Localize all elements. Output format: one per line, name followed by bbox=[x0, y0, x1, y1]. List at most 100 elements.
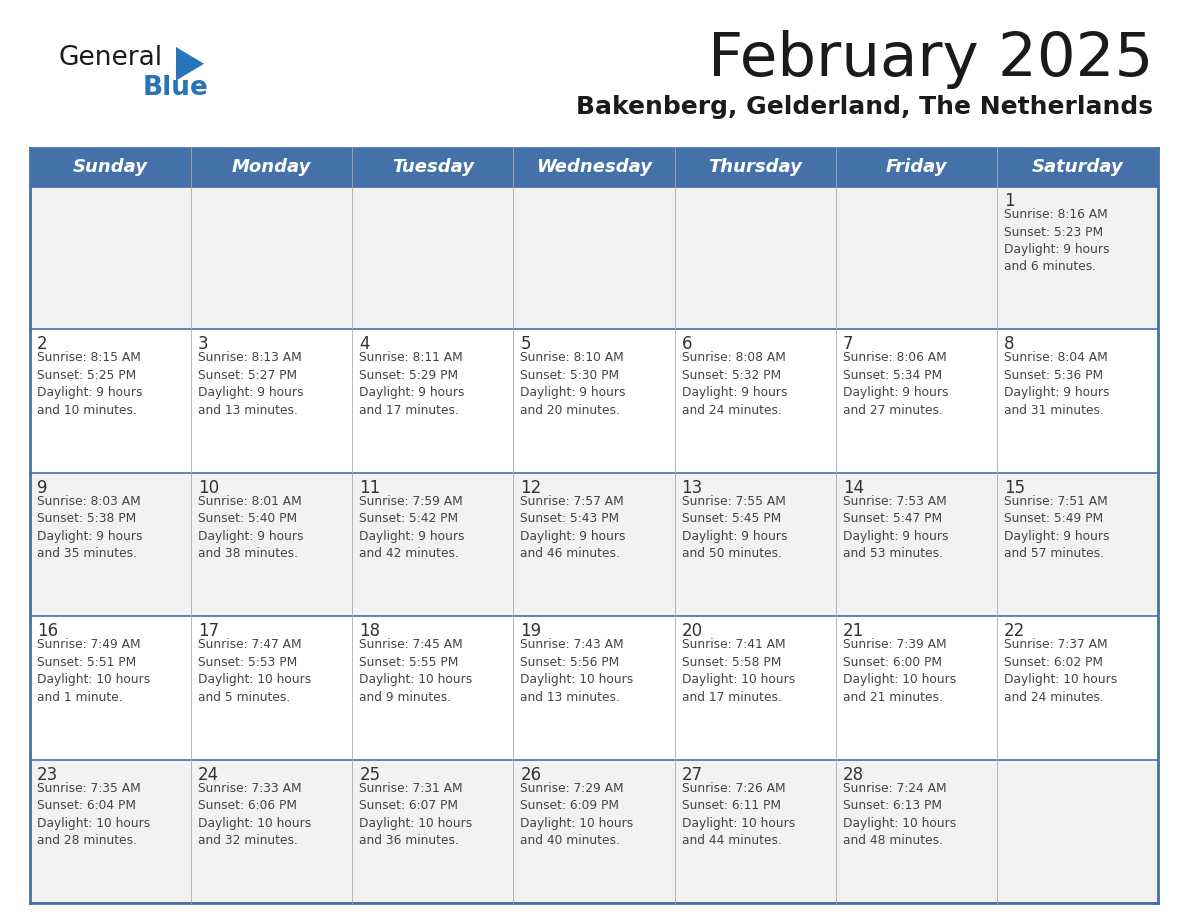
Text: 8: 8 bbox=[1004, 335, 1015, 353]
Bar bbox=[997, 330, 1158, 473]
Text: 22: 22 bbox=[1004, 622, 1025, 640]
Text: Sunrise: 7:47 AM
Sunset: 5:53 PM
Daylight: 10 hours
and 5 minutes.: Sunrise: 7:47 AM Sunset: 5:53 PM Dayligh… bbox=[198, 638, 311, 704]
Text: 7: 7 bbox=[842, 335, 853, 353]
Text: Sunrise: 7:55 AM
Sunset: 5:45 PM
Daylight: 9 hours
and 50 minutes.: Sunrise: 7:55 AM Sunset: 5:45 PM Dayligh… bbox=[682, 495, 788, 560]
Text: Sunrise: 7:24 AM
Sunset: 6:13 PM
Daylight: 10 hours
and 48 minutes.: Sunrise: 7:24 AM Sunset: 6:13 PM Dayligh… bbox=[842, 781, 956, 847]
Bar bbox=[30, 148, 1158, 186]
Bar bbox=[997, 616, 1158, 759]
Text: Sunrise: 7:43 AM
Sunset: 5:56 PM
Daylight: 10 hours
and 13 minutes.: Sunrise: 7:43 AM Sunset: 5:56 PM Dayligh… bbox=[520, 638, 633, 704]
Text: 2: 2 bbox=[37, 335, 48, 353]
Polygon shape bbox=[176, 47, 204, 81]
Text: 20: 20 bbox=[682, 622, 702, 640]
Bar bbox=[997, 473, 1158, 616]
Bar bbox=[191, 616, 353, 759]
Text: 25: 25 bbox=[359, 766, 380, 784]
Text: Monday: Monday bbox=[232, 158, 311, 176]
Text: Sunrise: 7:26 AM
Sunset: 6:11 PM
Daylight: 10 hours
and 44 minutes.: Sunrise: 7:26 AM Sunset: 6:11 PM Dayligh… bbox=[682, 781, 795, 847]
Bar bbox=[513, 473, 675, 616]
Text: Sunrise: 7:35 AM
Sunset: 6:04 PM
Daylight: 10 hours
and 28 minutes.: Sunrise: 7:35 AM Sunset: 6:04 PM Dayligh… bbox=[37, 781, 150, 847]
Text: 3: 3 bbox=[198, 335, 209, 353]
Text: Sunrise: 7:57 AM
Sunset: 5:43 PM
Daylight: 9 hours
and 46 minutes.: Sunrise: 7:57 AM Sunset: 5:43 PM Dayligh… bbox=[520, 495, 626, 560]
Text: 16: 16 bbox=[37, 622, 58, 640]
Text: 11: 11 bbox=[359, 479, 380, 497]
Text: Sunrise: 7:29 AM
Sunset: 6:09 PM
Daylight: 10 hours
and 40 minutes.: Sunrise: 7:29 AM Sunset: 6:09 PM Dayligh… bbox=[520, 781, 633, 847]
Bar bbox=[835, 186, 997, 330]
Bar bbox=[191, 186, 353, 330]
Bar bbox=[353, 330, 513, 473]
Bar bbox=[353, 186, 513, 330]
Text: Sunrise: 7:39 AM
Sunset: 6:00 PM
Daylight: 10 hours
and 21 minutes.: Sunrise: 7:39 AM Sunset: 6:00 PM Dayligh… bbox=[842, 638, 956, 704]
Bar bbox=[353, 759, 513, 903]
Text: Sunrise: 8:03 AM
Sunset: 5:38 PM
Daylight: 9 hours
and 35 minutes.: Sunrise: 8:03 AM Sunset: 5:38 PM Dayligh… bbox=[37, 495, 143, 560]
Text: Saturday: Saturday bbox=[1031, 158, 1124, 176]
Text: 23: 23 bbox=[37, 766, 58, 784]
Text: Sunrise: 8:13 AM
Sunset: 5:27 PM
Daylight: 9 hours
and 13 minutes.: Sunrise: 8:13 AM Sunset: 5:27 PM Dayligh… bbox=[198, 352, 304, 417]
Bar bbox=[353, 616, 513, 759]
Text: February 2025: February 2025 bbox=[708, 30, 1154, 89]
Bar bbox=[675, 759, 835, 903]
Text: Sunday: Sunday bbox=[74, 158, 148, 176]
Text: 6: 6 bbox=[682, 335, 693, 353]
Text: 13: 13 bbox=[682, 479, 703, 497]
Text: Sunrise: 8:10 AM
Sunset: 5:30 PM
Daylight: 9 hours
and 20 minutes.: Sunrise: 8:10 AM Sunset: 5:30 PM Dayligh… bbox=[520, 352, 626, 417]
Text: 10: 10 bbox=[198, 479, 220, 497]
Text: 18: 18 bbox=[359, 622, 380, 640]
Text: 15: 15 bbox=[1004, 479, 1025, 497]
Text: Sunrise: 8:04 AM
Sunset: 5:36 PM
Daylight: 9 hours
and 31 minutes.: Sunrise: 8:04 AM Sunset: 5:36 PM Dayligh… bbox=[1004, 352, 1110, 417]
Text: Tuesday: Tuesday bbox=[392, 158, 474, 176]
Text: Sunrise: 7:31 AM
Sunset: 6:07 PM
Daylight: 10 hours
and 36 minutes.: Sunrise: 7:31 AM Sunset: 6:07 PM Dayligh… bbox=[359, 781, 473, 847]
Text: Sunrise: 7:33 AM
Sunset: 6:06 PM
Daylight: 10 hours
and 32 minutes.: Sunrise: 7:33 AM Sunset: 6:06 PM Dayligh… bbox=[198, 781, 311, 847]
Text: Sunrise: 8:11 AM
Sunset: 5:29 PM
Daylight: 9 hours
and 17 minutes.: Sunrise: 8:11 AM Sunset: 5:29 PM Dayligh… bbox=[359, 352, 465, 417]
Bar bbox=[30, 330, 191, 473]
Text: Bakenberg, Gelderland, The Netherlands: Bakenberg, Gelderland, The Netherlands bbox=[576, 95, 1154, 119]
Text: Friday: Friday bbox=[885, 158, 947, 176]
Text: Sunrise: 8:08 AM
Sunset: 5:32 PM
Daylight: 9 hours
and 24 minutes.: Sunrise: 8:08 AM Sunset: 5:32 PM Dayligh… bbox=[682, 352, 788, 417]
Text: 9: 9 bbox=[37, 479, 48, 497]
Text: General: General bbox=[58, 45, 162, 71]
Text: Sunrise: 7:53 AM
Sunset: 5:47 PM
Daylight: 9 hours
and 53 minutes.: Sunrise: 7:53 AM Sunset: 5:47 PM Dayligh… bbox=[842, 495, 948, 560]
Text: Sunrise: 7:37 AM
Sunset: 6:02 PM
Daylight: 10 hours
and 24 minutes.: Sunrise: 7:37 AM Sunset: 6:02 PM Dayligh… bbox=[1004, 638, 1117, 704]
Text: 5: 5 bbox=[520, 335, 531, 353]
Text: Sunrise: 7:59 AM
Sunset: 5:42 PM
Daylight: 9 hours
and 42 minutes.: Sunrise: 7:59 AM Sunset: 5:42 PM Dayligh… bbox=[359, 495, 465, 560]
Text: Sunrise: 7:49 AM
Sunset: 5:51 PM
Daylight: 10 hours
and 1 minute.: Sunrise: 7:49 AM Sunset: 5:51 PM Dayligh… bbox=[37, 638, 150, 704]
Bar bbox=[513, 759, 675, 903]
Bar bbox=[191, 330, 353, 473]
Text: 12: 12 bbox=[520, 479, 542, 497]
Bar bbox=[191, 473, 353, 616]
Bar bbox=[353, 473, 513, 616]
Text: 4: 4 bbox=[359, 335, 369, 353]
Bar bbox=[513, 616, 675, 759]
Text: 27: 27 bbox=[682, 766, 702, 784]
Bar bbox=[835, 616, 997, 759]
Text: 28: 28 bbox=[842, 766, 864, 784]
Text: Thursday: Thursday bbox=[708, 158, 802, 176]
Bar bbox=[835, 759, 997, 903]
Bar bbox=[675, 186, 835, 330]
Bar bbox=[835, 330, 997, 473]
Text: 19: 19 bbox=[520, 622, 542, 640]
Text: Sunrise: 8:15 AM
Sunset: 5:25 PM
Daylight: 9 hours
and 10 minutes.: Sunrise: 8:15 AM Sunset: 5:25 PM Dayligh… bbox=[37, 352, 143, 417]
Text: Wednesday: Wednesday bbox=[536, 158, 652, 176]
Bar bbox=[30, 186, 191, 330]
Bar bbox=[30, 616, 191, 759]
Text: 17: 17 bbox=[198, 622, 220, 640]
Bar bbox=[513, 330, 675, 473]
Text: 14: 14 bbox=[842, 479, 864, 497]
Text: Sunrise: 7:45 AM
Sunset: 5:55 PM
Daylight: 10 hours
and 9 minutes.: Sunrise: 7:45 AM Sunset: 5:55 PM Dayligh… bbox=[359, 638, 473, 704]
Text: 21: 21 bbox=[842, 622, 864, 640]
Text: 26: 26 bbox=[520, 766, 542, 784]
Bar bbox=[30, 759, 191, 903]
Text: Sunrise: 8:06 AM
Sunset: 5:34 PM
Daylight: 9 hours
and 27 minutes.: Sunrise: 8:06 AM Sunset: 5:34 PM Dayligh… bbox=[842, 352, 948, 417]
Bar bbox=[675, 616, 835, 759]
Bar bbox=[675, 473, 835, 616]
Bar bbox=[997, 759, 1158, 903]
Text: 24: 24 bbox=[198, 766, 220, 784]
Bar bbox=[675, 330, 835, 473]
Text: Sunrise: 7:41 AM
Sunset: 5:58 PM
Daylight: 10 hours
and 17 minutes.: Sunrise: 7:41 AM Sunset: 5:58 PM Dayligh… bbox=[682, 638, 795, 704]
Bar bbox=[997, 186, 1158, 330]
Text: Sunrise: 7:51 AM
Sunset: 5:49 PM
Daylight: 9 hours
and 57 minutes.: Sunrise: 7:51 AM Sunset: 5:49 PM Dayligh… bbox=[1004, 495, 1110, 560]
Bar bbox=[30, 473, 191, 616]
Bar bbox=[191, 759, 353, 903]
Text: Sunrise: 8:16 AM
Sunset: 5:23 PM
Daylight: 9 hours
and 6 minutes.: Sunrise: 8:16 AM Sunset: 5:23 PM Dayligh… bbox=[1004, 208, 1110, 274]
Bar bbox=[835, 473, 997, 616]
